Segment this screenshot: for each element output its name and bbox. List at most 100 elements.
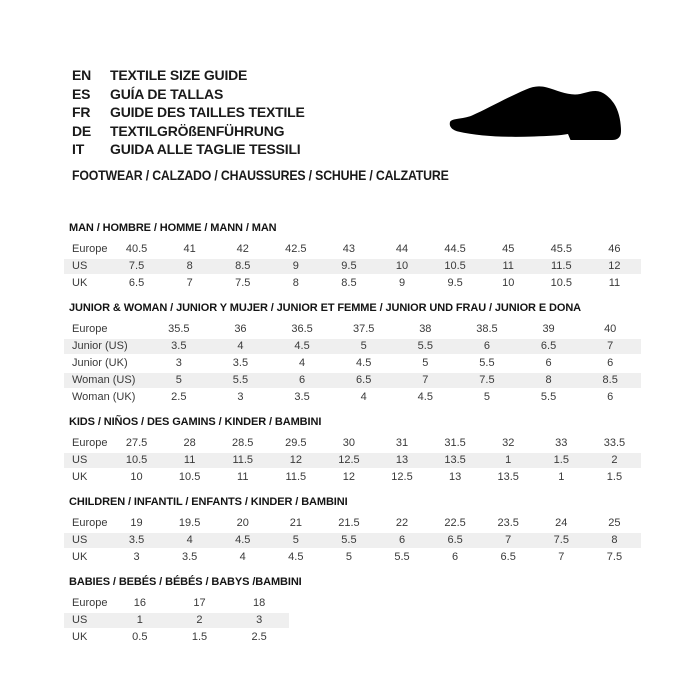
language-row: EN TEXTILE SIZE GUIDE [72, 66, 641, 85]
size-value-cell: 12.5 [338, 454, 360, 466]
size-value-cell: 7 [505, 534, 512, 546]
size-table: Europe 40.5 41 42 42.5 43 44 44.5 45 45.5 46 US 7.5 8… [64, 240, 641, 293]
size-value-cell: 7.5 [479, 374, 495, 386]
section-title: MAN / HOMBRE / HOMME / MANN / MAN [69, 221, 277, 234]
size-value-cell: 7.5 [606, 551, 623, 563]
section-title: CHILDREN / INFANTIL / ENFANTS / KINDER /… [69, 495, 348, 508]
language-label: GUÍA DE TALLAS [110, 85, 224, 102]
size-value-cell: 2 [196, 614, 203, 626]
size-value-cell: 5 [483, 391, 490, 403]
size-value-cell: 38.5 [476, 323, 498, 335]
size-table-row: Woman (US) 5 5.5 6 6.5 7 7.5 8 8.5 [64, 372, 641, 388]
size-value-cell: 4 [299, 357, 306, 369]
size-value-cell: 40.5 [125, 243, 148, 255]
size-value-cell: 11 [608, 277, 621, 289]
size-value-cell: 8 [186, 260, 193, 272]
size-table-header-row: Europe 35.5 36 36.5 37.5 38 38.5 39 40 [64, 321, 641, 337]
size-value-cell: 25 [608, 517, 621, 529]
size-value-cell: 43 [342, 243, 356, 255]
size-value-cell: 2.5 [171, 391, 187, 403]
size-value-cell: 11.5 [551, 260, 572, 272]
size-value-cell: 30 [342, 437, 356, 449]
size-value-cell: 17 [193, 597, 206, 609]
size-value-cell: 3.5 [181, 551, 198, 563]
size-value-cell: 5.5 [394, 551, 410, 563]
size-value-cell: 5 [175, 374, 182, 386]
language-label: GUIDE DES TAILLES TEXTILE [110, 104, 305, 120]
row-label: US [72, 454, 88, 466]
size-value-cell: 31.5 [444, 437, 466, 449]
size-value-cell: 10.5 [178, 471, 201, 483]
size-table-row: UK 0.5 1.5 2.5 [64, 629, 289, 645]
size-value-cell: 11 [502, 260, 514, 272]
size-value-cell: 5.5 [232, 374, 249, 386]
size-value-cell: 45 [502, 243, 515, 255]
size-value-cell: 3.5 [128, 534, 145, 546]
size-value-cell: 3 [175, 357, 182, 369]
size-value-cell: 1.5 [191, 631, 208, 643]
row-label: UK [72, 277, 88, 289]
size-value-cell: 18 [253, 597, 266, 609]
footwear-category-line: FOOTWEAR / CALZADO / CHAUSSURES / SCHUHE… [72, 166, 641, 184]
size-table-section: MAN / HOMBRE / HOMME / MANN / MAN Europe… [64, 222, 641, 293]
size-value-cell: 10 [395, 260, 409, 272]
size-value-cell: 7 [186, 277, 193, 289]
size-value-cell: 28.5 [232, 437, 254, 449]
size-table-row: US 7.5 8 8.5 9 9.5 10 10.5 11 11.5 12 [64, 258, 641, 274]
size-table: Europe 19 19.5 20 21 21.5 22 22.5 23.5 24 25 US 3.5 4… [64, 514, 641, 567]
size-value-cell: 19 [130, 517, 143, 529]
size-value-cell: 7 [607, 340, 614, 352]
size-value-cell: 6 [299, 374, 306, 386]
footwear-category-text: FOOTWEAR / CALZADO / CHAUSSURES / SCHUHE… [72, 166, 449, 183]
size-value-cell: 3 [237, 391, 244, 403]
size-value-cell: 8 [292, 277, 299, 289]
size-value-cell: 8 [545, 374, 552, 386]
size-value-cell: 10 [502, 277, 515, 289]
size-value-cell: 4 [239, 551, 246, 563]
size-table: Europe 35.5 36 36.5 37.5 38 38.5 39 40 Junior (US… [64, 320, 641, 407]
size-value-cell: 22 [395, 517, 409, 529]
size-table-row: US 1 2 3 [64, 612, 289, 628]
size-value-cell: 20 [236, 517, 249, 529]
size-value-cell: 5.5 [540, 391, 557, 403]
row-label: UK [72, 551, 88, 563]
size-value-cell: 5.5 [479, 357, 495, 369]
size-value-cell: 3.5 [294, 391, 310, 403]
size-value-cell: 4.5 [288, 551, 304, 563]
size-table-row: Woman (UK) 2.5 3 3.5 4 4.5 5 5.5 6 [64, 389, 641, 405]
size-value-cell: 12.5 [391, 471, 413, 483]
language-code: ES [72, 85, 91, 102]
size-value-cell: 32 [502, 437, 515, 449]
size-value-cell: 6.5 [356, 374, 372, 386]
size-value-cell: 9 [292, 260, 299, 272]
size-value-cell: 8 [611, 534, 618, 546]
size-value-cell: 37.5 [352, 323, 375, 335]
row-label: Europe [72, 597, 108, 609]
size-table-header-row: Europe 27.5 28 28.5 29.5 30 31 31.5 32 33 33.5 [64, 435, 641, 451]
size-value-cell: 21.5 [338, 517, 360, 529]
row-label: Europe [72, 517, 108, 529]
row-label: Europe [72, 323, 108, 335]
size-value-cell: 39 [542, 323, 555, 335]
size-value-cell: 21 [289, 517, 302, 529]
row-label: Junior (US) [72, 340, 128, 352]
size-table-header-row: Europe 19 19.5 20 21 21.5 22 22.5 23.5 24 25 [64, 515, 641, 531]
size-value-cell: 5 [360, 340, 367, 352]
size-value-cell: 22.5 [444, 517, 466, 529]
size-table-section: CHILDREN / INFANTIL / ENFANTS / KINDER /… [64, 496, 641, 567]
size-value-cell: 8.5 [602, 374, 618, 386]
size-value-cell: 7.5 [128, 260, 145, 272]
size-value-cell: 8.5 [235, 260, 251, 272]
size-value-cell: 12 [608, 260, 621, 272]
size-value-cell: 46 [608, 243, 621, 255]
size-value-cell: 7.5 [235, 277, 251, 289]
size-value-cell: 10.5 [550, 277, 572, 289]
size-value-cell: 4.5 [356, 357, 372, 369]
language-code: FR [72, 104, 91, 120]
size-guide-content: EN TEXTILE SIZE GUIDE ES GUÍA DE TALLAS … [64, 66, 641, 656]
size-value-cell: 5 [422, 357, 429, 369]
size-value-cell: 5 [292, 534, 299, 546]
size-value-cell: 0.5 [132, 631, 148, 643]
size-value-cell: 10 [130, 471, 143, 483]
